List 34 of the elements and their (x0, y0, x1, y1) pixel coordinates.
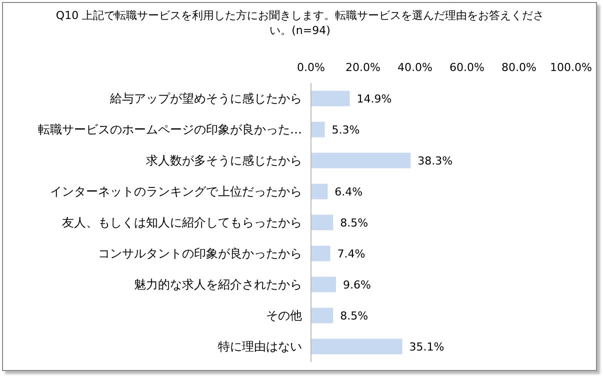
chart-title: Q10 上記で転職サービスを利用した方にお聞きします。転職サービスを選んだ理由をお答えください。(n=94) (54, 8, 546, 38)
x-tick-label: 60.0% (450, 61, 484, 74)
data-label: 7.4% (337, 248, 366, 260)
x-tick-label: 40.0% (398, 61, 432, 74)
y-tick-label: 魅力的な求人を紹介されたから (134, 278, 302, 292)
x-tick-label: 20.0% (346, 61, 380, 74)
y-tick-label: コンサルタントの印象が良かったから (98, 246, 302, 260)
bar (311, 214, 334, 230)
bar (311, 184, 328, 200)
bar (311, 276, 336, 292)
data-label: 6.4% (334, 186, 363, 198)
y-tick-label: 転職サービスのホームページの印象が良かった… (38, 122, 302, 136)
data-label: 38.3% (418, 154, 453, 168)
x-tick-label: 100.0% (550, 61, 592, 74)
bar (311, 152, 411, 168)
data-label: 8.5% (340, 310, 368, 322)
bar (311, 122, 325, 138)
y-tick-label: その他 (266, 308, 302, 322)
y-tick-label: 特に理由はない (218, 340, 302, 354)
bar (311, 246, 330, 262)
bar (311, 90, 350, 106)
y-tick-label: 求人数が多そうに感じたから (146, 154, 302, 168)
bar (311, 338, 402, 354)
data-label: 9.6% (342, 278, 371, 292)
y-tick-label: 給与アップが望めそうに感じたから (109, 92, 302, 106)
y-tick-label: 友人、もしくは知人に紹介してもらったから (62, 216, 302, 230)
data-label: 35.1% (409, 340, 444, 354)
x-tick-label: 0.0% (297, 61, 325, 74)
data-label: 5.3% (332, 124, 360, 136)
data-label: 8.5% (340, 216, 368, 230)
x-tick-label: 80.0% (502, 61, 536, 74)
y-tick-label: インターネットのランキングで上位だったから (50, 184, 302, 198)
bar (311, 308, 334, 324)
data-label: 14.9% (356, 92, 392, 106)
